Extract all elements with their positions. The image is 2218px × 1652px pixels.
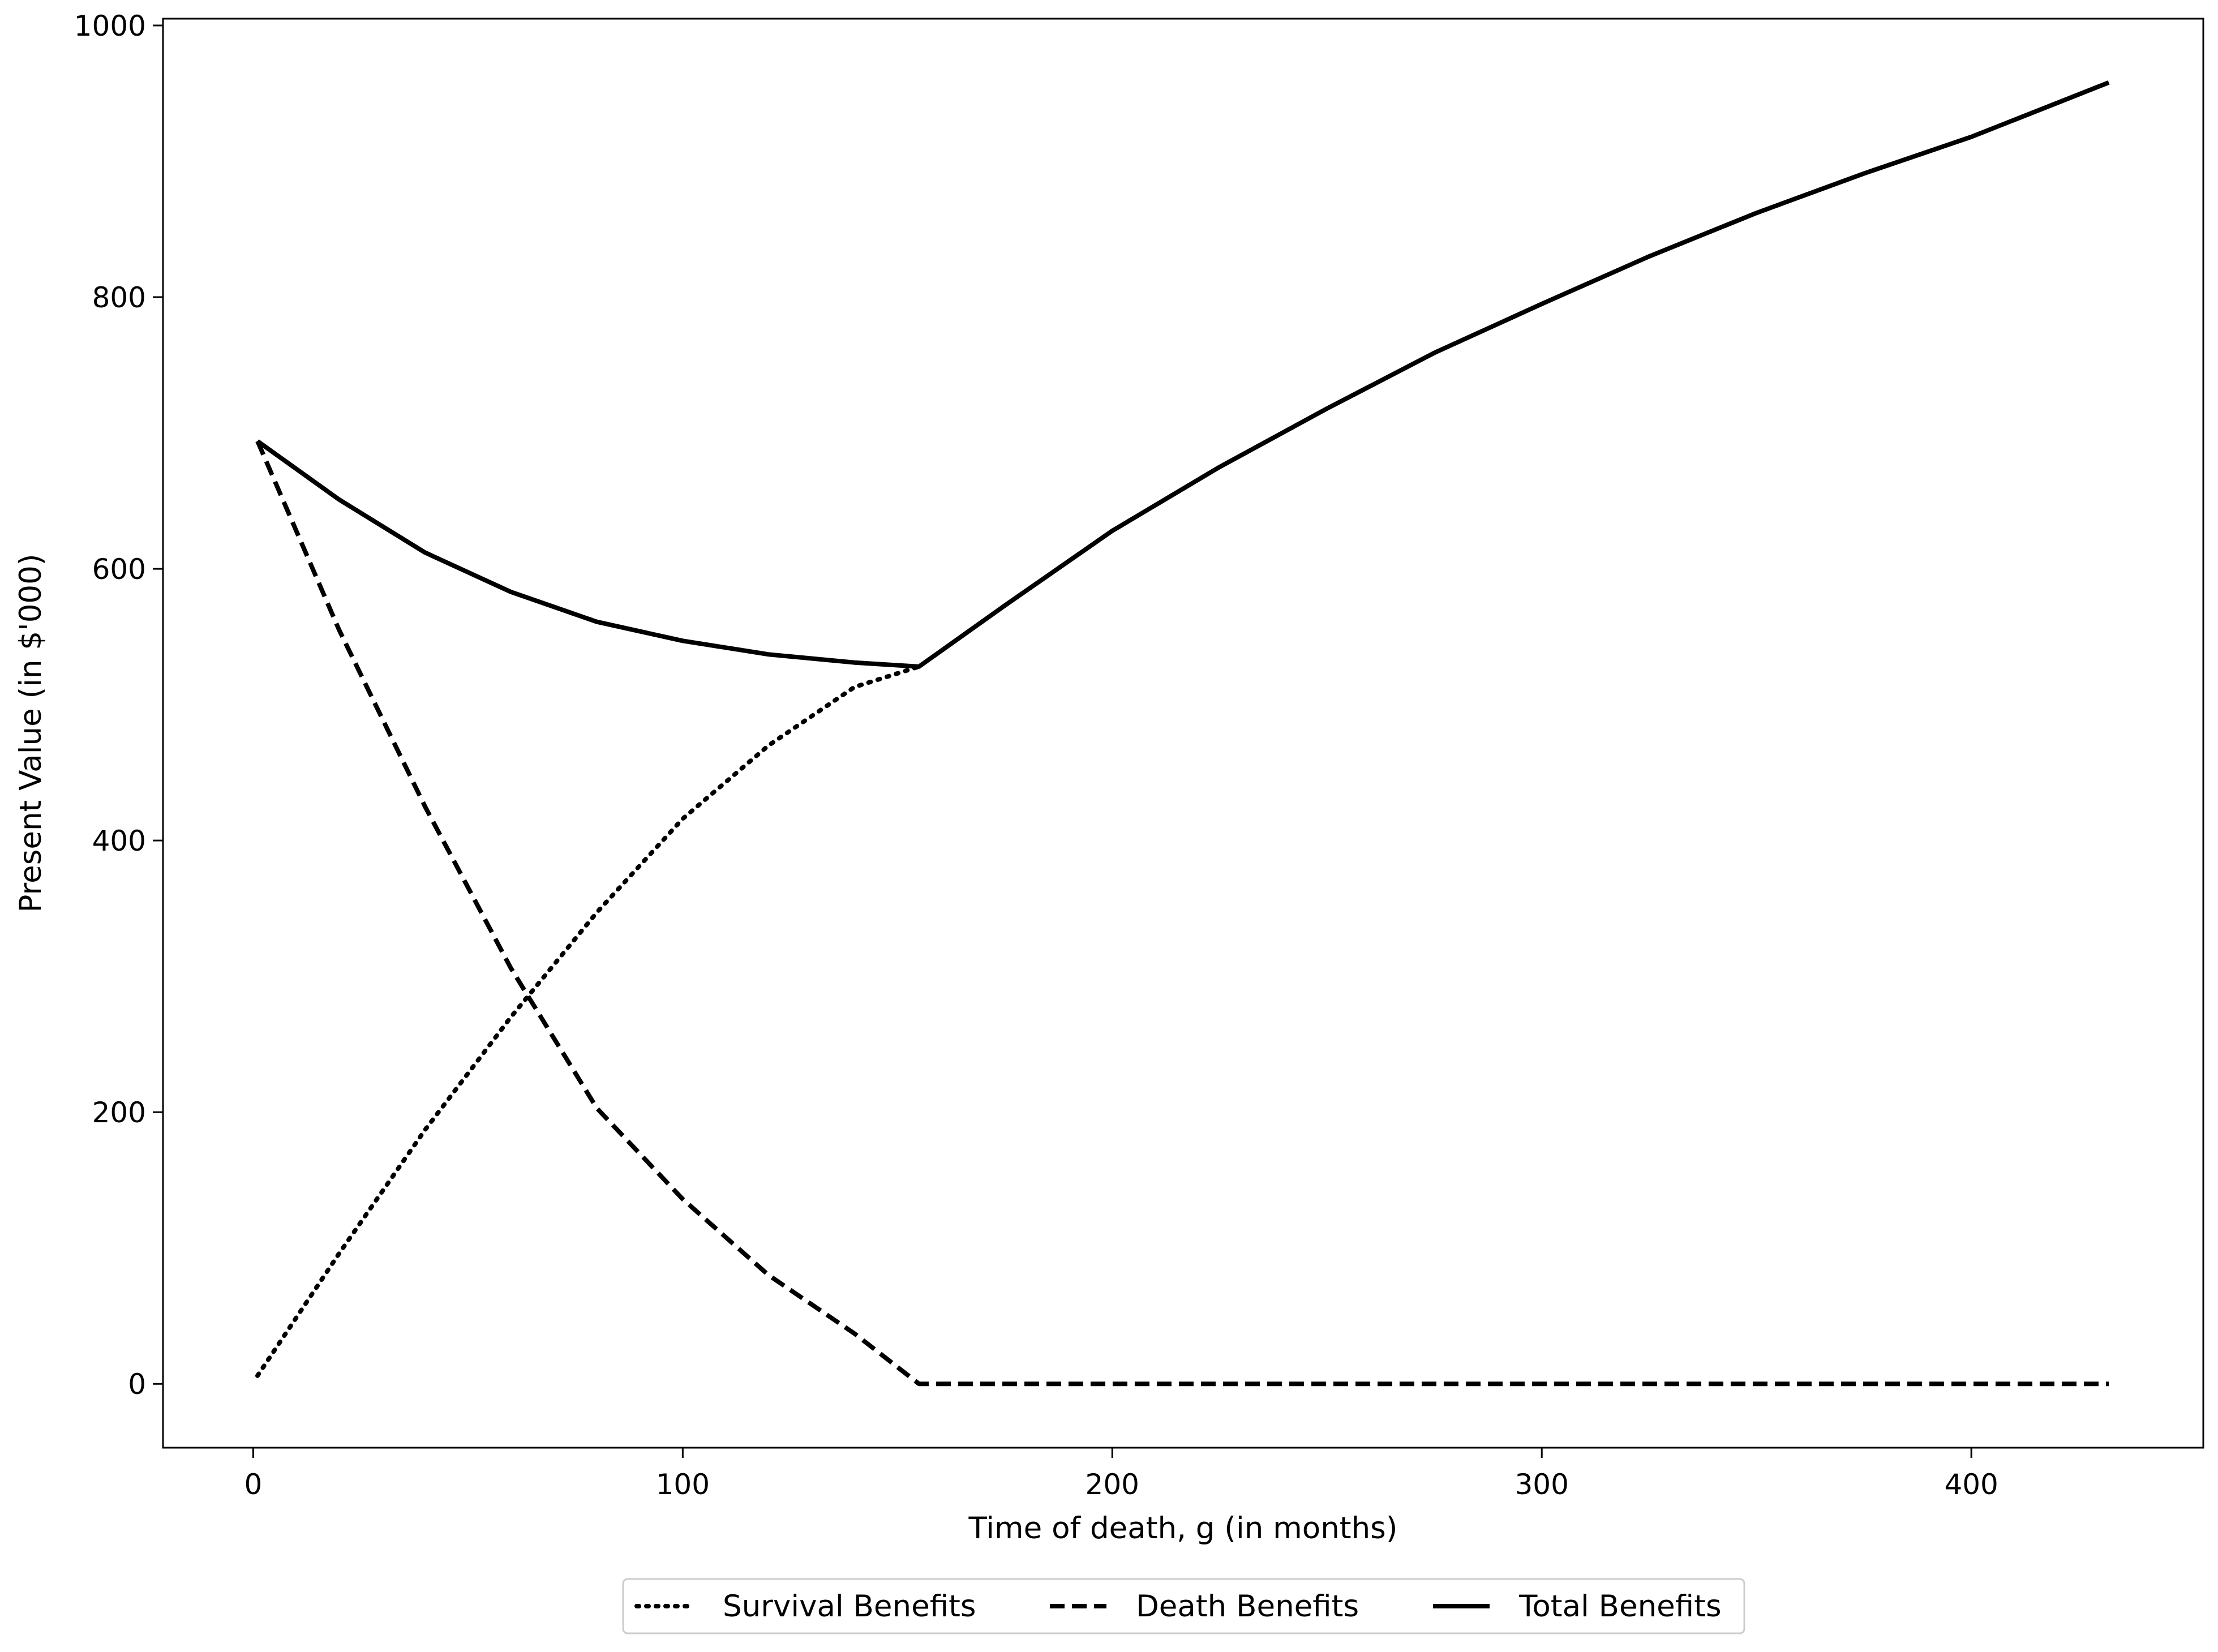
legend-box (622, 1578, 1745, 1634)
y-tick-label: 600 (92, 553, 146, 586)
x-axis-label: Time of death, g (in months) (968, 1511, 1398, 1546)
series-line-survival-benefits (255, 664, 921, 1378)
y-tick-label: 200 (92, 1096, 146, 1129)
y-tick-label: 800 (92, 281, 146, 314)
y-tick-label: 400 (92, 825, 146, 857)
x-tick-label: 100 (656, 1468, 710, 1501)
legend-label: Total Benefits (1518, 1589, 1722, 1624)
x-tick-label: 200 (1086, 1468, 1139, 1501)
series-line-total-benefits (256, 80, 2110, 669)
axes-layer: 0 100 200 300 400 0 200 400 600 800 1000 Time of de… (14, 10, 2204, 1546)
y-axis-label: Present Value (in $'000) (14, 553, 48, 912)
x-tick-label: 300 (1515, 1468, 1569, 1501)
legend-label: Survival Benefits (723, 1589, 976, 1624)
plot-frame (162, 18, 2204, 1449)
series-layer (255, 80, 2110, 1387)
legend: Survival Benefits Death Benefits Total Ben… (622, 1578, 1745, 1634)
y-tick-label: 0 (128, 1368, 146, 1401)
y-tick-label: 1000 (74, 10, 146, 42)
x-tick-label: 400 (1944, 1468, 1998, 1501)
series-line-death-benefits (255, 440, 2109, 1387)
x-tick-label: 0 (244, 1468, 262, 1501)
legend-label: Death Benefits (1136, 1589, 1359, 1624)
